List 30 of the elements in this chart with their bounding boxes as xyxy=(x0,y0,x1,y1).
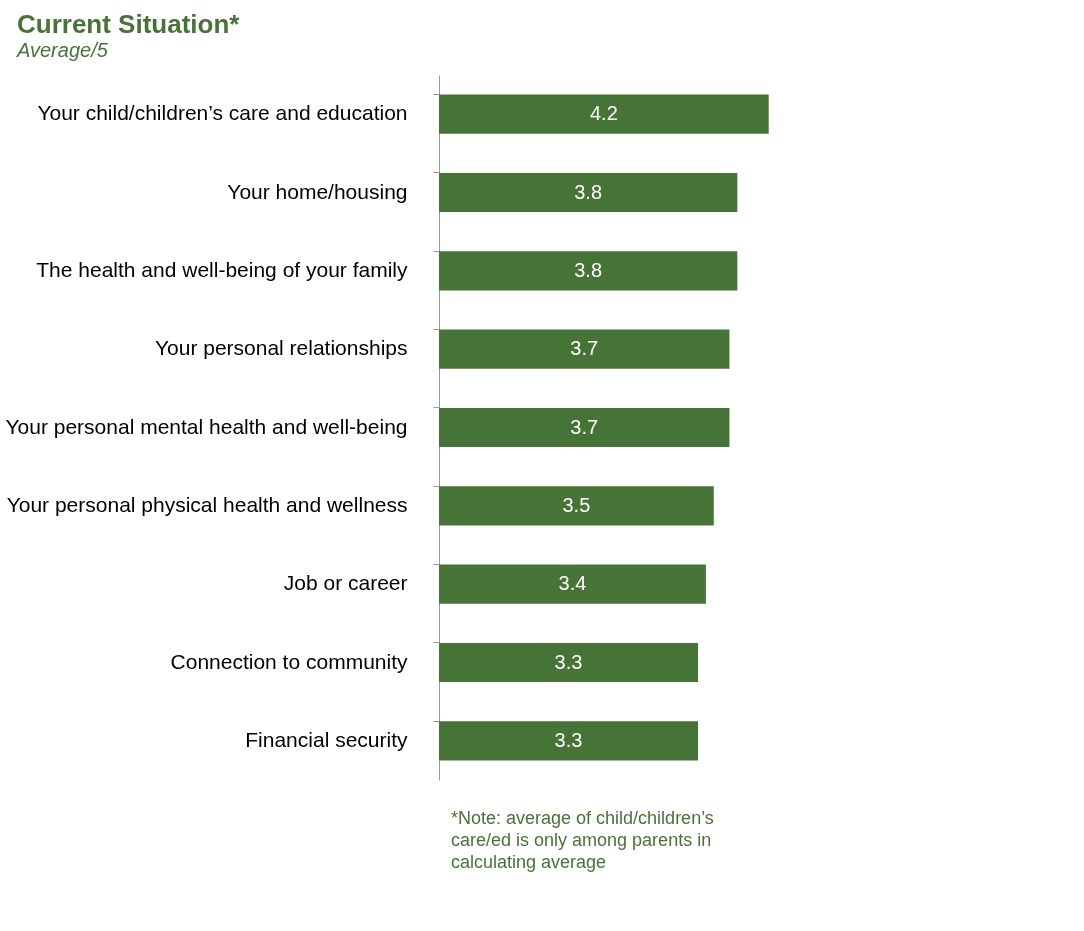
data-label: 3.7 xyxy=(570,415,599,438)
y-tick-label: Your personal physical health and wellness xyxy=(6,492,408,516)
data-label: 3.3 xyxy=(554,728,583,751)
data-label: 4.2 xyxy=(589,102,618,125)
bar xyxy=(439,407,730,448)
bar xyxy=(439,251,738,291)
y-tick-label: The health and well-being of your family xyxy=(36,257,408,281)
data-label: 3.8 xyxy=(574,180,603,203)
y-tick-label: Financial security xyxy=(245,727,408,751)
bar xyxy=(439,642,699,683)
bar xyxy=(439,94,769,134)
text: *Note: average of child/children’s care/ed is only among parents in calculating average xyxy=(451,808,714,872)
bar xyxy=(439,329,730,369)
data-label: 3.5 xyxy=(562,493,591,516)
bar xyxy=(439,721,699,761)
bar xyxy=(439,172,738,213)
y-tick-label: Your personal mental health and well-being xyxy=(5,414,408,438)
text: Current Situation* xyxy=(17,9,241,39)
data-label: 3.4 xyxy=(558,572,587,595)
y-tick-label: Connection to community xyxy=(170,649,408,673)
data-label: 3.8 xyxy=(574,258,603,281)
data-label: 3.3 xyxy=(554,650,583,673)
y-tick-label: Your personal relationships xyxy=(154,336,408,360)
text: Average/5 xyxy=(16,39,109,61)
bar xyxy=(439,564,706,604)
bar xyxy=(439,486,714,526)
data-label: 3.7 xyxy=(570,337,599,360)
y-tick-label: Your child/children’s care and education xyxy=(37,101,408,125)
y-tick-label: Your home/housing xyxy=(227,179,408,203)
y-tick-label: Job or career xyxy=(283,571,408,595)
